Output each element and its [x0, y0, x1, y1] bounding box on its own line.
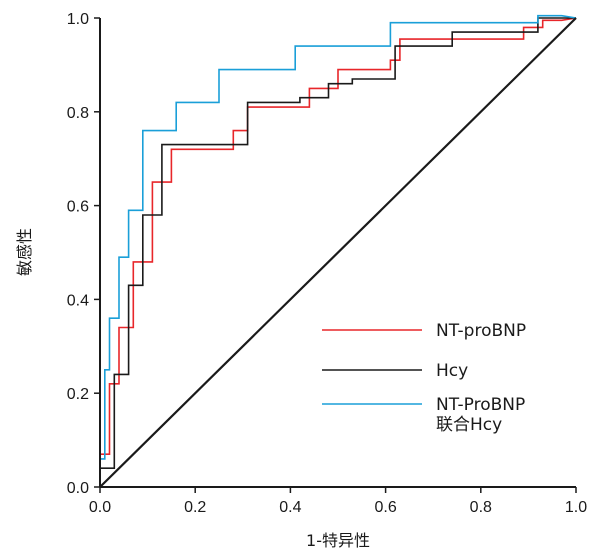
y-ticks: 0.0 0.2 0.4 0.6 0.8 1.0 [67, 11, 100, 497]
y-axis-title: 敏感性 [15, 228, 34, 276]
hcy-line [99, 17, 576, 487]
y-tick-label: 1.0 [67, 11, 89, 28]
reference-diagonal-line [99, 17, 577, 488]
x-ticks: 0.0 0.2 0.4 0.6 0.8 1.0 [89, 487, 587, 516]
x-tick-label: 0.2 [184, 499, 206, 516]
y-tick-label: 0.4 [67, 292, 89, 309]
plot-area [99, 14, 577, 488]
legend-label: NT-proBNP [436, 321, 526, 341]
x-tick-label: 0.8 [470, 499, 492, 516]
y-tick-label: 0.2 [67, 386, 89, 403]
legend-label: Hcy [436, 361, 468, 381]
y-tick-label: 0.6 [67, 199, 89, 216]
legend-label: NT-ProBNP [436, 395, 525, 415]
y-tick-label: 0.8 [67, 105, 89, 122]
legend-label-line2: 联合Hcy [436, 415, 502, 435]
x-tick-label: 0.4 [279, 499, 301, 516]
x-axis-title: 1-特异性 [306, 531, 370, 550]
x-tick-label: 0.0 [89, 499, 111, 516]
x-tick-label: 0.6 [374, 499, 396, 516]
combined-line [99, 14, 577, 487]
axes [99, 18, 576, 488]
x-tick-label: 1.0 [565, 499, 587, 516]
y-tick-label: 0.0 [67, 480, 89, 497]
